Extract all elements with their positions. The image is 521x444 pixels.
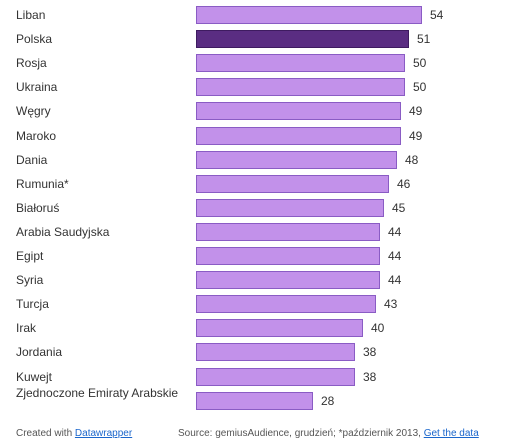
bar [196,319,363,338]
datawrapper-link[interactable]: Datawrapper [74,428,133,439]
category-label: Kuwejt [16,369,53,384]
value-label: 50 [413,80,427,95]
source-text: Source: gemiusAudience, grudzień; *paźdz… [178,428,421,439]
category-label: Dania [16,152,48,167]
bar [196,78,405,97]
bar [196,247,380,265]
value-label: 46 [397,176,411,191]
category-label: Egipt [16,249,44,263]
category-label: Białoruś [16,200,60,215]
bar [196,391,313,410]
bar [196,30,409,49]
category-label: Rosja [16,56,47,71]
bar [196,198,384,217]
value-label: 28 [321,393,335,408]
value-label: 54 [430,8,444,22]
bar [196,174,389,193]
value-label: 49 [409,104,423,119]
category-label: Ukraina [16,80,58,95]
category-label: Zjednoczone Emiraty Arabskie [16,385,179,400]
category-label: Syria [16,273,44,288]
bar [196,295,376,314]
value-label: 51 [417,32,431,47]
value-label: 45 [392,200,406,215]
value-label: 44 [388,273,402,288]
value-label: 50 [413,56,427,71]
category-label: Jordania [16,345,63,360]
bar [196,150,397,169]
bar [196,271,380,290]
category-label: Arabia Saudyjska [16,224,110,239]
category-label: Irak [16,321,37,336]
value-label: 48 [405,152,419,167]
created-with-text: Created with [16,428,73,439]
bar [196,54,405,73]
value-label: 44 [388,224,402,239]
value-label: 49 [409,128,423,143]
bar [196,126,401,145]
value-label: 38 [363,345,377,360]
category-label: Rumunia* [16,176,69,191]
bar [196,6,422,24]
value-label: 40 [371,321,385,336]
footer-credit: Created with Datawrapper [16,428,132,440]
get-the-data-link[interactable]: Get the data [423,428,479,439]
category-label: Maroko [16,128,57,143]
bar [196,222,380,241]
bar [196,367,355,386]
category-label: Węgry [16,104,51,119]
category-label: Polska [16,32,53,47]
value-label: 44 [388,249,402,263]
bar-chart: Liban 54 Polska 51 Rosja 50 Ukraina 50 Węgry 49 Ma… [16,6,444,410]
bar [196,343,355,362]
category-label: Liban [16,8,46,22]
footer-source: Source: gemiusAudience, grudzień; *paźdz… [178,428,479,440]
value-label: 38 [363,369,377,384]
value-label: 43 [384,297,398,312]
bar [196,102,401,121]
category-label: Turcja [16,297,49,312]
